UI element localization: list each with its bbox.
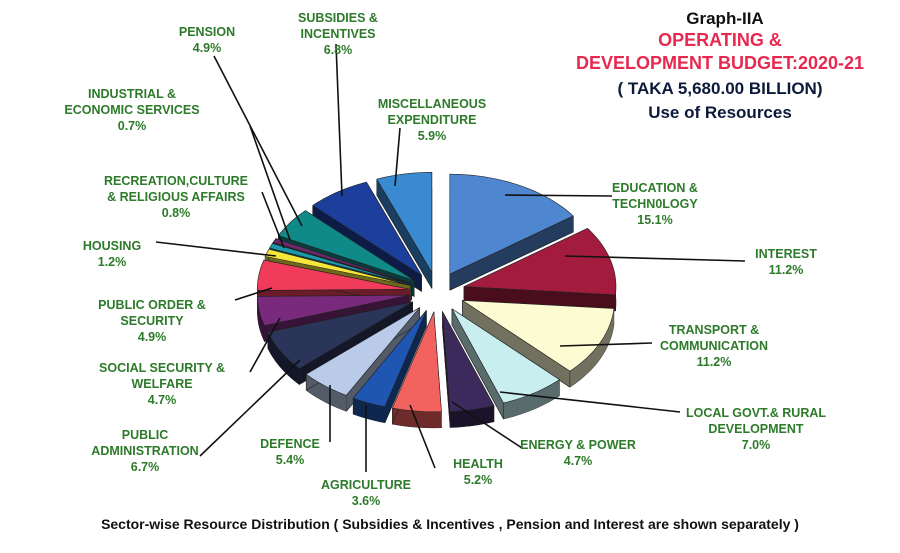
chart-title: Graph-IIA — [686, 9, 764, 28]
slice-label-text: DEVELOPMENT — [708, 422, 804, 436]
slice-label-7: DEFENCE 5.4% — [260, 436, 320, 468]
slice-label-12: RECREATION,CULTURE & RELIGIOUS AFFAIRS 0.8… — [104, 173, 248, 221]
slice-label-9: SOCIAL SECURITY & WELFARE 4.7% — [99, 360, 225, 408]
slice-label-text: ECONOMIC SERVICES — [64, 103, 200, 117]
leader-line-12 — [261, 191, 285, 249]
slice-percent: 6.7% — [130, 460, 160, 474]
slice-label-text: SUBSIDIES & — [298, 11, 378, 25]
leader-line-8 — [199, 359, 301, 457]
slice-label-14: PENSION 4.9% — [179, 24, 235, 56]
slice-label-text: INCENTIVES — [300, 27, 376, 41]
slice-label-text: COMMUNICATION — [659, 339, 769, 353]
leader-line-3 — [499, 391, 681, 413]
pie-slice-4 — [442, 311, 495, 428]
slice-label-2: TRANSPORT & COMMUNICATION 11.2% — [660, 322, 768, 370]
slice-percent: 1.2% — [97, 255, 127, 269]
slice-label-text: INTEREST — [755, 247, 817, 261]
pie-slice-16 — [376, 172, 433, 289]
slice-label-text: ADMINISTRATION — [91, 444, 199, 458]
leader-line-16 — [394, 127, 401, 187]
slice-label-text: WELFARE — [131, 377, 193, 391]
slice-label-13: INDUSTRIAL & ECONOMIC SERVICES 0.7% — [64, 86, 199, 134]
slice-percent: 6.8% — [323, 43, 353, 57]
slice-percent: 5.4% — [275, 453, 305, 467]
slice-label-0: EDUCATION & TECHN0LOGY 15.1% — [612, 180, 698, 228]
slice-label-text: PENSION — [178, 25, 236, 39]
chart-footnote: Sector-wise Resource Distribution ( Subs… — [101, 516, 799, 532]
leader-line-15 — [335, 43, 343, 197]
chart-subtitle-1: OPERATING & — [658, 30, 782, 50]
slice-percent: 5.9% — [417, 129, 447, 143]
slice-percent: 5.2% — [463, 473, 493, 487]
slice-label-4: ENERGY & POWER 4.7% — [520, 437, 636, 469]
slice-percent: 11.2% — [696, 355, 732, 369]
slice-label-6: AGRICULTURE 3.6% — [321, 477, 411, 509]
chart-caption: Use of Resources — [648, 103, 792, 122]
slice-label-text: INDUSTRIAL & — [88, 87, 176, 101]
slice-label-text: EDUCATION & — [612, 181, 698, 195]
slice-percent: 3.6% — [351, 494, 381, 508]
slice-label-text: DEFENCE — [260, 437, 320, 451]
slice-label-text: MISCELLANEOUS — [377, 97, 487, 111]
slice-percent: 4.7% — [563, 454, 593, 468]
slice-percent: 0.7% — [117, 119, 147, 133]
pie-slice-6 — [352, 310, 427, 424]
slice-label-text: PUBLIC — [121, 428, 169, 442]
leader-line-9 — [249, 317, 281, 373]
slice-label-text: LOCAL GOVT.& RURAL — [685, 406, 827, 420]
leader-line-11 — [155, 241, 277, 257]
slice-percent: 7.0% — [741, 438, 771, 452]
leader-line-4 — [451, 401, 523, 449]
slice-label-text: SOCIAL SECURITY & — [99, 361, 225, 375]
slice-label-text: EXPENDITURE — [387, 113, 477, 127]
pie-slice-0 — [449, 173, 574, 291]
slice-label-text: PUBLIC ORDER & — [98, 298, 206, 312]
slice-label-5: HEALTH 5.2% — [453, 456, 503, 488]
slice-percent: 4.9% — [192, 41, 222, 55]
slice-label-text: ENERGY & POWER — [520, 438, 636, 452]
chart-subtitle-2: DEVELOPMENT BUDGET:2020-21 — [575, 53, 865, 73]
slice-label-text: HEALTH — [453, 457, 503, 471]
chart-total: ( TAKA 5,680.00 BILLION) — [617, 79, 823, 98]
slice-label-text: & RELIGIOUS AFFAIRS — [107, 190, 245, 204]
slice-percent: 4.9% — [137, 330, 167, 344]
slice-label-text: TECHN0LOGY — [612, 197, 698, 211]
slice-label-text: RECREATION,CULTURE — [104, 174, 248, 188]
leader-line-10 — [234, 287, 273, 301]
slice-label-16: MISCELLANEOUS EXPENDITURE 5.9% — [378, 96, 486, 144]
slice-label-text: HOUSING — [82, 239, 142, 253]
leader-line-1 — [564, 255, 746, 262]
leader-line-5 — [409, 404, 436, 469]
slice-label-1: INTEREST 11.2% — [755, 246, 817, 278]
slice-label-text: TRANSPORT & — [668, 323, 760, 337]
pie-slice-5 — [392, 311, 442, 429]
leader-line-2 — [559, 342, 653, 347]
slice-percent: 0.8% — [161, 206, 191, 220]
slice-label-text: AGRICULTURE — [320, 478, 412, 492]
leader-line-13 — [249, 125, 291, 241]
slice-label-3: LOCAL GOVT.& RURAL DEVELOPMENT 7.0% — [686, 405, 826, 453]
slice-label-10: PUBLIC ORDER & SECURITY 4.9% — [98, 297, 206, 345]
slice-label-11: HOUSING 1.2% — [83, 238, 141, 270]
leader-line-14 — [213, 55, 303, 227]
slice-label-text: SECURITY — [120, 314, 184, 328]
slice-percent: 4.7% — [147, 393, 177, 407]
slice-percent: 11.2% — [768, 263, 804, 277]
slice-label-15: SUBSIDIES & INCENTIVES 6.8% — [298, 10, 378, 58]
pie-slice-2 — [462, 300, 615, 388]
slice-percent: 15.1% — [637, 213, 673, 227]
slice-label-8: PUBLIC ADMINISTRATION 6.7% — [91, 427, 198, 475]
leader-line-0 — [504, 194, 613, 197]
